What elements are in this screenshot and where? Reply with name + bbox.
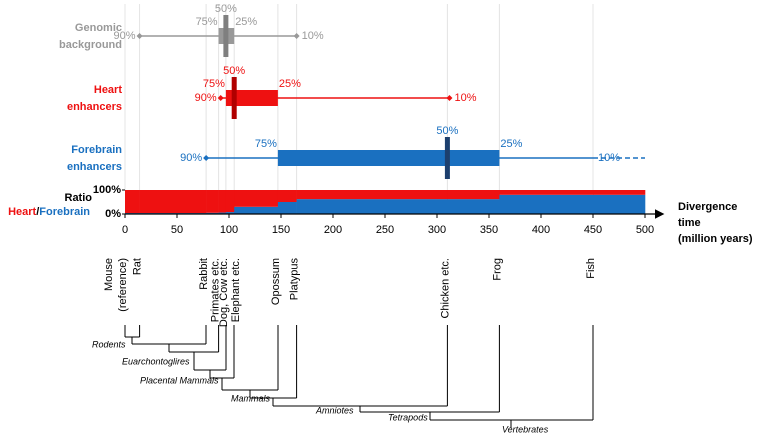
percentile-label: 75% (255, 138, 277, 150)
median (223, 15, 229, 57)
box (277, 150, 500, 166)
percentile-label: 25% (500, 138, 522, 150)
species-label: (reference) (117, 258, 129, 312)
percentile-label: 50% (215, 3, 237, 15)
whisker-end (446, 95, 453, 101)
x-tick-label: 300 (428, 224, 446, 236)
species-label: Chicken etc. (439, 258, 451, 319)
whisker-end (217, 95, 224, 101)
whisker-end (203, 155, 210, 161)
ratio-segment (447, 199, 500, 214)
clade-labels: Rodents Euarchontoglires Placental Mamma… (92, 339, 549, 434)
ratio-label: Ratio (65, 192, 93, 204)
phylogeny-tree (124, 325, 594, 428)
species-label: Elephant etc. (230, 258, 242, 322)
percentile-label: 10% (302, 30, 324, 42)
clade-label: Tetrapods (388, 412, 428, 422)
ratio-segment (234, 206, 279, 214)
row-label: Genomic (75, 22, 122, 34)
row-label: enhancers (67, 161, 122, 173)
species-label: Mouse (103, 258, 115, 291)
ratio-segment (593, 194, 646, 214)
ratio-segment (277, 190, 297, 202)
percentile-label: 90% (180, 152, 202, 164)
species-label: Frog (491, 258, 503, 281)
clade-label: Placental Mammals (140, 375, 219, 385)
ratio-segment (593, 190, 646, 195)
percentile-label: 75% (203, 78, 225, 90)
clade-label: Amniotes (315, 405, 354, 415)
percentile-label: 90% (114, 30, 136, 42)
clade-label: Rodents (92, 339, 126, 349)
row-label: Forebrain (71, 144, 122, 156)
ratio-segment (277, 202, 297, 214)
x-axis: 0 50 100 150 200 250 300 350 400 450 500 Divergence… (122, 201, 753, 245)
ratio-segment (139, 190, 207, 214)
x-tick-label: 350 (480, 224, 498, 236)
percentile-label: 50% (436, 125, 458, 137)
x-tick-label: 250 (376, 224, 394, 236)
legend-entry: Heart (8, 206, 36, 218)
ratio-segment (206, 190, 219, 213)
clade-label: Mammals (231, 393, 271, 403)
x-tick-label: 200 (324, 224, 342, 236)
ratio-segment (296, 199, 448, 214)
percentile-label: 10% (454, 92, 476, 104)
y-tick-label: 100% (93, 184, 121, 196)
percentile-label: 75% (196, 16, 218, 28)
ratio-segment (447, 190, 500, 200)
ratio-panel: 100% 0% Ratio Heart/Forebrain (8, 184, 646, 220)
ratio-segment (218, 212, 227, 214)
x-tick-label: 450 (584, 224, 602, 236)
percentile-label: 25% (235, 16, 257, 28)
ratio-segment (499, 190, 594, 195)
x-axis-title: Divergence (678, 201, 737, 213)
whisker-end (293, 33, 300, 39)
whisker-end (136, 33, 143, 39)
species-label: Opossum (270, 258, 282, 305)
x-tick-label: 0 (122, 224, 128, 236)
x-tick-label: 100 (220, 224, 238, 236)
ratio-segment (225, 212, 235, 214)
x-tick-label: 50 (171, 224, 183, 236)
ratio-segment (234, 190, 279, 207)
x-tick-label: 400 (532, 224, 550, 236)
x-axis-title: time (678, 217, 701, 229)
clade-label: Euarchontoglires (122, 356, 190, 366)
legend: Heart/Forebrain (8, 206, 90, 218)
median (444, 137, 450, 179)
percentile-label: 25% (279, 78, 301, 90)
legend-separator: / (36, 206, 39, 218)
y-tick-label: 0% (105, 208, 121, 220)
percentile-label: 50% (223, 65, 245, 77)
ratio-segment (499, 194, 594, 214)
percentile-label: 90% (195, 92, 217, 104)
ratio-segment (218, 190, 227, 213)
percentile-label: 10% (598, 152, 620, 164)
species-label: Platypus (289, 258, 301, 301)
species-label: Rabbit (198, 258, 210, 290)
x-tick-label: 500 (636, 224, 654, 236)
ratio-segment (225, 190, 235, 213)
species-label: Primates etc. (210, 258, 222, 322)
row-label: enhancers (67, 101, 122, 113)
x-tick-label: 150 (272, 224, 290, 236)
species-label: Fish (585, 258, 597, 279)
box (225, 90, 278, 106)
median (231, 77, 237, 119)
clade-label: Vertebrates (502, 424, 549, 434)
x-axis-title: (million years) (678, 233, 753, 245)
box-rows: Genomicbackground90%75%50%25%10%Heartenh… (59, 3, 645, 179)
row-label: Heart (94, 84, 122, 96)
ratio-segment (296, 190, 448, 200)
species-label: Rat (131, 258, 143, 275)
row-label: background (59, 39, 122, 51)
species-label: Dog, Cow etc. (218, 258, 230, 327)
ratio-segment (125, 190, 140, 214)
legend-entry: Forebrain (39, 206, 90, 218)
species-labels: Mouse (reference) Rat Rabbit Primates etc.Do… (103, 258, 597, 328)
